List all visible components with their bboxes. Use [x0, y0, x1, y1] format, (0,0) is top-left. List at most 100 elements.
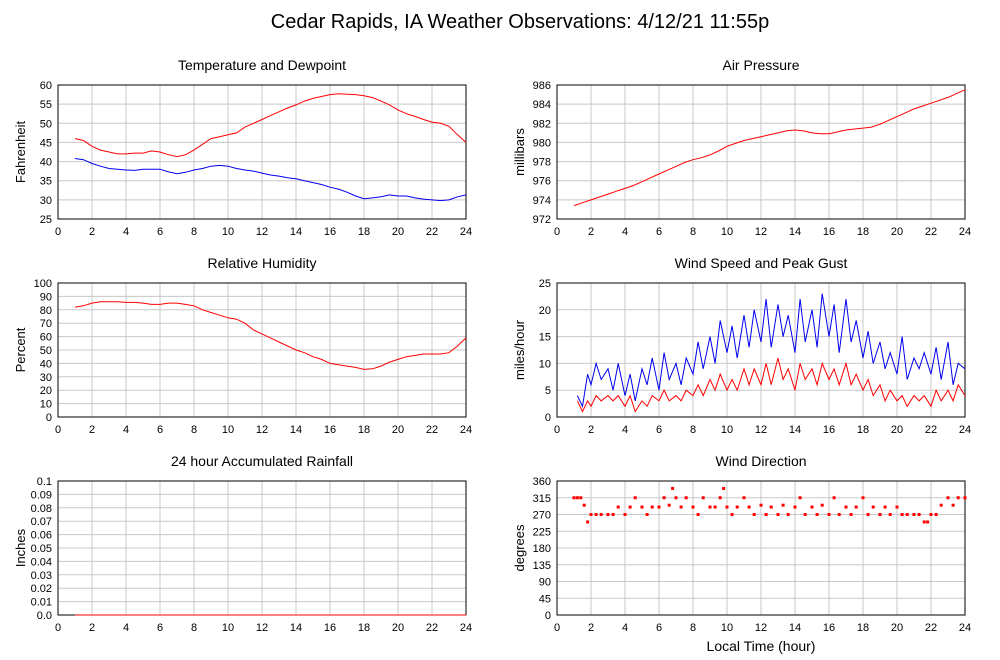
- direction-point: [611, 513, 615, 516]
- temp-x-tick-label: 24: [460, 226, 472, 238]
- direction-x-tick-label: 8: [690, 622, 696, 634]
- wind-x-tick-label: 6: [656, 424, 662, 436]
- direction-y-axis-label: degrees: [512, 524, 527, 571]
- direction-x-tick-label: 6: [656, 622, 662, 634]
- temp-plot-frame: [57, 84, 467, 220]
- direction-x-tick-label: 0: [554, 622, 560, 634]
- humidity-x-tick-label: 20: [392, 424, 404, 436]
- humidity-x-tick-label: 18: [358, 424, 370, 436]
- direction-point: [946, 496, 950, 500]
- pressure-title: Air Pressure: [722, 57, 799, 73]
- direction-y-tick-label: 315: [533, 493, 551, 505]
- rain-x-tick-label: 12: [256, 622, 268, 634]
- pressure-y-tick-label: 980: [533, 137, 551, 149]
- temp-x-tick-label: 16: [324, 226, 336, 238]
- direction-point: [854, 505, 858, 509]
- rain-x-tick-label: 8: [191, 622, 197, 634]
- direction-point: [871, 505, 875, 509]
- wind-y-tick-label: 25: [539, 278, 551, 290]
- wind-y-tick-label: 10: [539, 358, 551, 370]
- rain-y-tick-label: 0.08: [31, 503, 52, 515]
- direction-point: [752, 513, 756, 516]
- direction-y-tick-label: 270: [533, 510, 551, 522]
- direction-point: [616, 505, 620, 509]
- temp-y-tick-label: 55: [40, 99, 52, 111]
- temp-x-tick-label: 22: [426, 226, 438, 238]
- humidity-x-tick-label: 22: [426, 424, 438, 436]
- direction-point: [883, 505, 887, 509]
- temp-y-tick-label: 50: [40, 118, 52, 130]
- direction-point: [684, 496, 688, 500]
- direction-point: [579, 496, 583, 500]
- pressure-plot-frame: [556, 84, 966, 220]
- wind-y-axis-label: miles/hour: [512, 319, 527, 380]
- humidity-y-tick-label: 30: [40, 372, 52, 384]
- wind-x-tick-label: 12: [755, 424, 767, 436]
- direction-point: [725, 505, 729, 509]
- wind-y-tick-label: 15: [539, 332, 551, 344]
- rain-x-tick-label: 4: [123, 622, 129, 634]
- humidity-x-tick-label: 16: [324, 424, 336, 436]
- direction-point: [742, 496, 746, 500]
- direction-point: [803, 513, 807, 516]
- direction-point: [696, 513, 700, 516]
- wind-x-tick-label: 18: [857, 424, 869, 436]
- humidity-y-tick-label: 70: [40, 318, 52, 330]
- temp-y-axis-label: Fahrenheit: [13, 121, 28, 184]
- wind-x-tick-label: 0: [554, 424, 560, 436]
- direction-point: [820, 503, 824, 507]
- rain-y-tick-label: 0.05: [31, 543, 52, 555]
- direction-x-tick-label: 14: [789, 622, 801, 634]
- temp-series-line-1: [74, 158, 467, 202]
- wind-x-tick-label: 4: [622, 424, 628, 436]
- direction-point: [956, 496, 960, 500]
- direction-x-tick-label: 18: [857, 622, 869, 634]
- direction-point: [657, 505, 661, 509]
- direction-point: [793, 505, 797, 509]
- humidity-y-tick-label: 90: [40, 291, 52, 303]
- direction-point: [917, 513, 921, 516]
- direction-point: [837, 513, 841, 516]
- direction-point: [764, 513, 768, 516]
- direction-y-tick-label: 180: [533, 543, 551, 555]
- direction-point: [922, 520, 926, 524]
- temp-y-tick-label: 40: [40, 157, 52, 169]
- pressure-y-tick-label: 976: [533, 176, 551, 188]
- rain-x-tick-label: 16: [324, 622, 336, 634]
- wind-y-tick-label: 5: [545, 385, 551, 397]
- rain-x-tick-label: 0: [55, 622, 61, 634]
- direction-point: [827, 513, 831, 516]
- direction-point: [786, 513, 790, 516]
- pressure-x-tick-label: 2: [588, 226, 594, 238]
- pressure-y-tick-label: 974: [533, 195, 551, 207]
- direction-point: [586, 520, 590, 524]
- pressure-y-tick-label: 978: [533, 157, 551, 169]
- direction-x-tick-label: 12: [755, 622, 767, 634]
- humidity-y-tick-label: 40: [40, 358, 52, 370]
- wind-y-tick-label: 0: [545, 412, 551, 424]
- direction-y-tick-label: 225: [533, 526, 551, 538]
- temp-title: Temperature and Dewpoint: [178, 57, 346, 73]
- pressure-series-line-0: [573, 89, 966, 207]
- temp-x-tick-label: 12: [256, 226, 268, 238]
- direction-y-tick-label: 135: [533, 560, 551, 572]
- rain-x-tick-label: 6: [157, 622, 163, 634]
- direction-point: [929, 513, 933, 516]
- temp-y-tick-label: 35: [40, 176, 52, 188]
- pressure-x-tick-label: 24: [959, 226, 971, 238]
- pressure-y-tick-label: 986: [533, 80, 551, 92]
- direction-point: [674, 496, 678, 500]
- direction-point: [572, 496, 576, 500]
- wind-x-tick-label: 2: [588, 424, 594, 436]
- pressure-y-tick-label: 972: [533, 214, 551, 226]
- humidity-y-tick-label: 100: [34, 278, 52, 290]
- wind-y-tick-label: 20: [539, 305, 551, 317]
- temp-y-tick-label: 30: [40, 195, 52, 207]
- rain-x-tick-label: 18: [358, 622, 370, 634]
- temp-x-tick-label: 14: [290, 226, 302, 238]
- direction-point: [963, 496, 967, 500]
- x-axis-label: Local Time (hour): [707, 638, 816, 654]
- wind-x-tick-label: 8: [690, 424, 696, 436]
